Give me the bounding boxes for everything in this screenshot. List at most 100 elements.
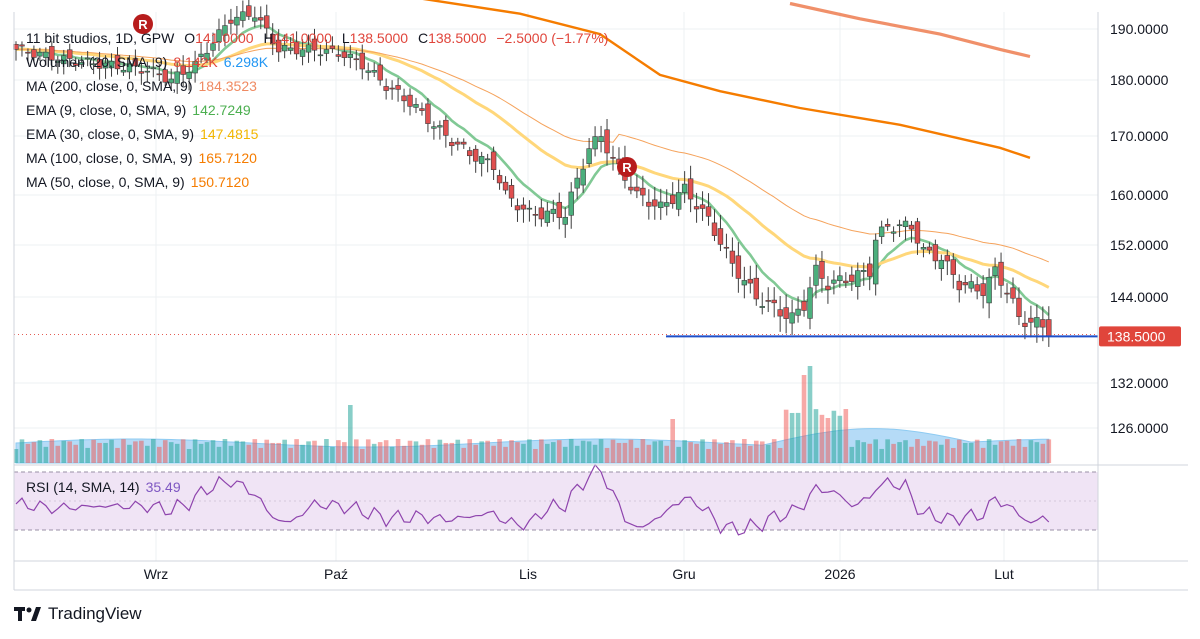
volume-bar <box>103 442 108 463</box>
candle-body <box>461 141 467 145</box>
volume-bar <box>222 439 228 463</box>
candle-body <box>568 191 574 216</box>
volume-bar <box>903 440 908 463</box>
legend-ma200[interactable]: MA (200, close, 0, SMA, 9) 184.3523 <box>26 74 608 98</box>
candle-body <box>49 46 55 61</box>
volume-bar <box>25 443 31 463</box>
current-price-badge <box>1099 326 1181 347</box>
volume-bar <box>330 446 335 463</box>
candle-body <box>974 284 980 292</box>
legend-label: MA (50, close, 0, SMA, 9) <box>26 174 185 190</box>
badges[interactable]: RR <box>133 14 637 177</box>
candle-body <box>729 250 736 264</box>
candle-body <box>634 186 640 192</box>
volume-bar <box>831 410 837 463</box>
candle-body <box>377 64 383 81</box>
candle-body <box>825 285 831 290</box>
volume-bar <box>933 441 938 463</box>
high-value: 141.0000 <box>273 30 332 46</box>
volume-bar <box>891 443 896 463</box>
volume-bar <box>664 445 670 463</box>
support-line[interactable] <box>14 334 1098 338</box>
symbol[interactable]: 11 bit studios, 1D, GPW <box>26 30 175 46</box>
candle-body <box>920 247 927 250</box>
candle-body <box>687 178 694 200</box>
candle-body <box>419 108 425 111</box>
candle-body <box>287 47 294 51</box>
volume-bar <box>479 441 484 463</box>
volume-bar <box>389 446 395 463</box>
volume-bar <box>455 439 461 463</box>
candle-body <box>1010 287 1016 299</box>
volume-bar <box>568 439 574 463</box>
legend-ma100[interactable]: MA (100, close, 0, SMA, 9) 165.7120 <box>26 146 608 170</box>
volume-bar <box>712 439 717 463</box>
candle-body <box>132 58 139 67</box>
candle-body <box>538 207 545 220</box>
volume-bar <box>652 441 658 463</box>
candle-body <box>717 228 724 245</box>
candle-body <box>258 17 264 21</box>
volume-bar <box>921 445 926 463</box>
volume-bar <box>318 445 323 463</box>
close-value: 138.5000 <box>428 30 487 46</box>
candle-body <box>431 126 437 129</box>
candle-body <box>884 224 891 227</box>
candle-body <box>932 244 939 262</box>
legend-value: 6.298K <box>223 54 269 70</box>
candle-body <box>144 70 151 73</box>
candle-body <box>90 63 97 66</box>
candle-body <box>43 51 49 58</box>
volume-bar <box>753 440 759 463</box>
legend-ema9[interactable]: EMA (9, close, 0, SMA, 9) 142.7249 <box>26 98 608 122</box>
candle-body <box>944 255 951 262</box>
candle-body <box>843 280 849 284</box>
candle-body <box>1016 297 1022 317</box>
volume-bar <box>801 375 807 463</box>
volume-bar <box>348 405 353 463</box>
candle-body <box>1034 317 1040 328</box>
candle-body <box>514 205 521 211</box>
volume-bar <box>258 447 264 463</box>
volume-bar <box>956 439 962 463</box>
volume-bar <box>300 444 305 463</box>
volume-bar <box>855 440 861 463</box>
volume-bar <box>777 447 783 463</box>
legend-value: 8.142K <box>173 54 218 70</box>
volume-bar <box>145 445 150 463</box>
legend-ema30[interactable]: EMA (30, close, 0, SMA, 9) 147.4815 <box>26 122 608 146</box>
candle-body <box>347 53 354 58</box>
candle-body <box>628 186 634 191</box>
candle-body <box>562 216 568 225</box>
legend-value: 147.4815 <box>200 126 259 142</box>
candle-body <box>37 51 43 57</box>
rsi-legend[interactable]: RSI (14, SMA, 14) 35.49 <box>26 479 181 495</box>
candles[interactable] <box>13 0 1052 347</box>
current-price-label: 138.5000 <box>1107 328 1166 344</box>
candle-body <box>735 255 742 279</box>
volume-bar <box>162 440 168 463</box>
candle-body <box>162 69 168 83</box>
candle-body <box>323 49 330 54</box>
legend-volume[interactable]: Wolumen (20, SMA, 9) 8.142K 6.298K <box>26 50 608 74</box>
candle-body <box>837 275 843 282</box>
candle-body <box>598 136 604 142</box>
tradingview-logo[interactable]: TradingView <box>14 604 142 624</box>
legend-ma50[interactable]: MA (50, close, 0, SMA, 9) 150.7120 <box>26 170 608 194</box>
candle-body <box>574 177 580 189</box>
time-tick-label: Paź <box>324 566 348 582</box>
volume-bar <box>180 439 186 463</box>
volume-bar <box>437 439 443 463</box>
volume-bar <box>742 439 747 463</box>
candle-body <box>204 52 210 61</box>
price-chart[interactable]: 190.0000 180.0000 170.0000 160.0000 152.0000… <box>0 0 1200 600</box>
volume-bar <box>795 412 801 463</box>
candle-body <box>872 239 879 285</box>
volume-bar <box>730 440 735 463</box>
volume-bar <box>849 446 855 463</box>
header-row: 11 bit studios, 1D, GPW O141.0000 H141.0… <box>26 26 608 50</box>
candle-body <box>693 206 700 210</box>
candle-body <box>102 62 109 69</box>
volume-bar <box>270 442 276 463</box>
candle-body <box>19 44 25 47</box>
